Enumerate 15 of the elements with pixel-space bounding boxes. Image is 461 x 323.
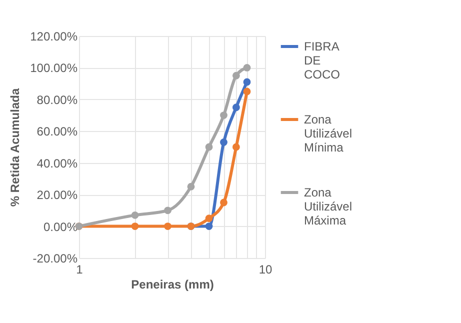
y-axis-title: % Retida Acumulada [8, 88, 22, 207]
legend-label: FIBRA DE COCO [304, 40, 340, 82]
y-tick-label: 80.00% [36, 92, 78, 107]
y-tick-label: -20.00% [32, 252, 78, 266]
y-tick-label: 60.00% [36, 124, 78, 139]
y-tick-label: 0.00% [43, 220, 78, 234]
x-tick-label: 10 [258, 262, 272, 276]
y-tick-label: 100.00% [30, 61, 78, 76]
y-tick-label: 20.00% [36, 188, 78, 202]
x-axis-title: Peneiras (mm) [131, 278, 214, 292]
legend-label: Zona Utilizável Máxima [304, 186, 352, 228]
legend-label: Zona Utilizável Mínima [304, 112, 352, 154]
x-tick-label: 1 [76, 262, 84, 276]
y-tick-label: 120.00% [30, 30, 78, 44]
y-tick-label: 40.00% [36, 156, 78, 170]
